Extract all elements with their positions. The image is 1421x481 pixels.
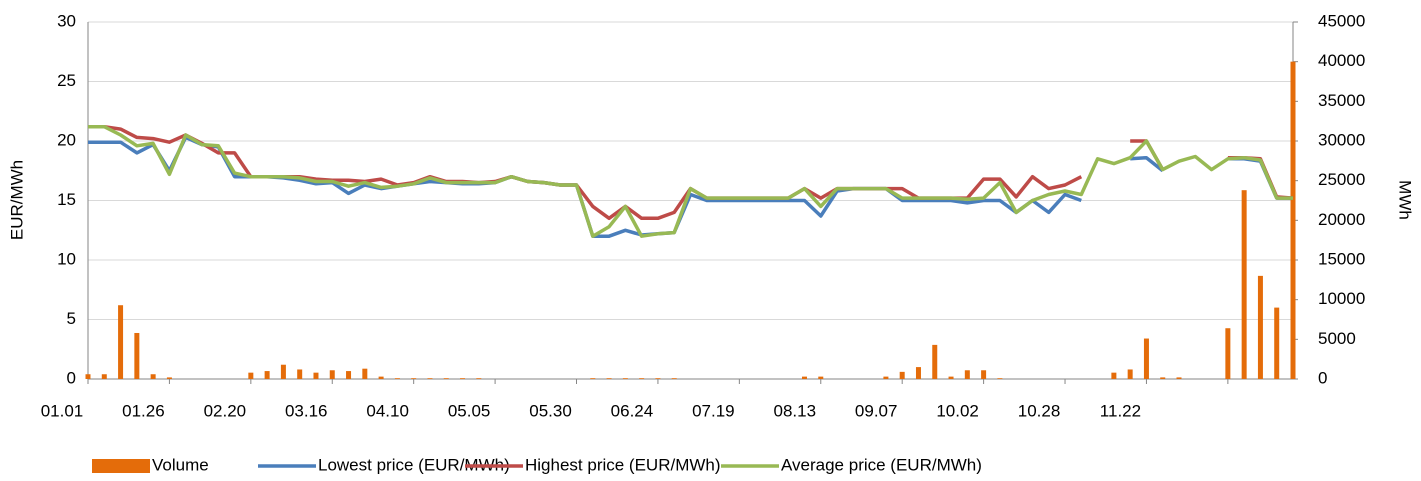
bar — [622, 378, 628, 379]
y2-tick-label: 10000 — [1318, 289, 1365, 308]
bar — [899, 371, 905, 379]
y-tick-label: 25 — [57, 71, 76, 90]
y2-tick-label: 5000 — [1318, 329, 1356, 348]
bar — [818, 376, 824, 379]
bar — [427, 378, 433, 379]
x-tick-label: 07.19 — [692, 401, 735, 420]
bar — [134, 332, 140, 379]
y2-tick-label: 20000 — [1318, 210, 1365, 229]
bar — [1143, 338, 1149, 379]
line — [88, 124, 1294, 221]
bar — [1274, 307, 1280, 379]
bar — [150, 374, 156, 379]
x-tick-label: 09.07 — [855, 401, 898, 420]
x-tick-label: 10.02 — [936, 401, 979, 420]
bar — [1127, 369, 1133, 379]
bar — [997, 378, 1003, 379]
bar — [329, 370, 335, 379]
bar — [1257, 275, 1263, 379]
bar — [85, 374, 91, 379]
bar — [280, 364, 286, 379]
y-tick-label: 30 — [57, 11, 76, 30]
x-tick-label: 04.10 — [366, 401, 409, 420]
bar — [362, 368, 368, 379]
x-tick-label: 05.30 — [529, 401, 572, 420]
bar — [101, 374, 107, 379]
y2-tick-label: 25000 — [1318, 170, 1365, 189]
bar — [1111, 372, 1117, 379]
bar — [1290, 61, 1296, 380]
bar — [883, 376, 889, 379]
x-tick-label: 06.24 — [611, 401, 654, 420]
x-tick-label: 02.20 — [204, 401, 247, 420]
bar — [981, 370, 987, 379]
x-tick-label: 10.28 — [1018, 401, 1061, 420]
y-tick-label: 20 — [57, 130, 76, 149]
bar — [932, 344, 938, 379]
x-tick-label: 05.05 — [448, 401, 491, 420]
bar — [606, 378, 612, 379]
bar — [1176, 377, 1182, 379]
legend-label: Volume — [152, 455, 209, 474]
y2-tick-label: 45000 — [1318, 11, 1365, 30]
bar — [1160, 377, 1166, 379]
bar — [801, 376, 807, 379]
bar — [297, 369, 303, 379]
y2-tick-label: 0 — [1318, 368, 1327, 387]
bar — [1225, 328, 1231, 379]
x-tick-label: 08.13 — [773, 401, 816, 420]
x-tick-label: 01.01 — [41, 401, 84, 420]
bar — [411, 378, 417, 379]
y-tick-label: 0 — [67, 368, 76, 387]
x-tick-label: 01.26 — [122, 401, 165, 420]
y2-tick-label: 30000 — [1318, 130, 1365, 149]
y2-axis-title: MWh — [1396, 180, 1415, 220]
legend-label: Highest price (EUR/MWh) — [525, 455, 721, 474]
y2-tick-label: 15000 — [1318, 249, 1365, 268]
bar — [671, 378, 677, 379]
bar — [118, 305, 124, 379]
legend-label: Average price (EUR/MWh) — [781, 455, 982, 474]
line — [88, 124, 1293, 238]
bar — [313, 372, 319, 379]
bar — [476, 378, 482, 379]
bar — [915, 367, 921, 379]
bar — [378, 376, 384, 379]
bar — [443, 378, 449, 379]
y2-tick-label: 40000 — [1318, 51, 1365, 70]
bar — [639, 378, 645, 379]
x-tick-label: 11.22 — [1100, 401, 1141, 420]
bar — [460, 378, 466, 379]
legend-swatch — [92, 459, 150, 473]
bar — [655, 378, 661, 379]
y-tick-label: 15 — [57, 190, 76, 209]
legend-label: Lowest price (EUR/MWh) — [318, 455, 510, 474]
bar — [948, 376, 954, 379]
bar — [346, 371, 352, 379]
y-axis-title: EUR/MWh — [7, 160, 26, 240]
bar — [394, 378, 400, 379]
bar — [166, 377, 172, 379]
y-tick-label: 5 — [67, 309, 76, 328]
bar — [264, 371, 270, 379]
line — [88, 135, 1293, 238]
x-tick-label: 03.16 — [285, 401, 328, 420]
bar — [590, 378, 596, 379]
bar — [964, 370, 970, 379]
y-tick-label: 10 — [57, 249, 76, 268]
bar — [248, 372, 254, 379]
bar — [1241, 190, 1247, 379]
y2-tick-label: 35000 — [1318, 91, 1365, 110]
